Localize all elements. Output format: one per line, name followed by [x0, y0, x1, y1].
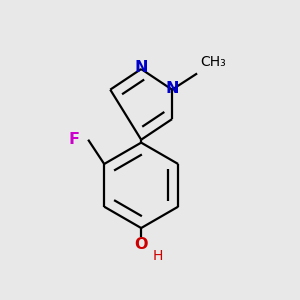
Text: F: F — [68, 132, 79, 147]
Text: H: H — [153, 249, 163, 262]
Text: CH₃: CH₃ — [200, 55, 226, 69]
Text: O: O — [134, 237, 148, 252]
Text: N: N — [165, 81, 179, 96]
Text: N: N — [134, 60, 148, 75]
